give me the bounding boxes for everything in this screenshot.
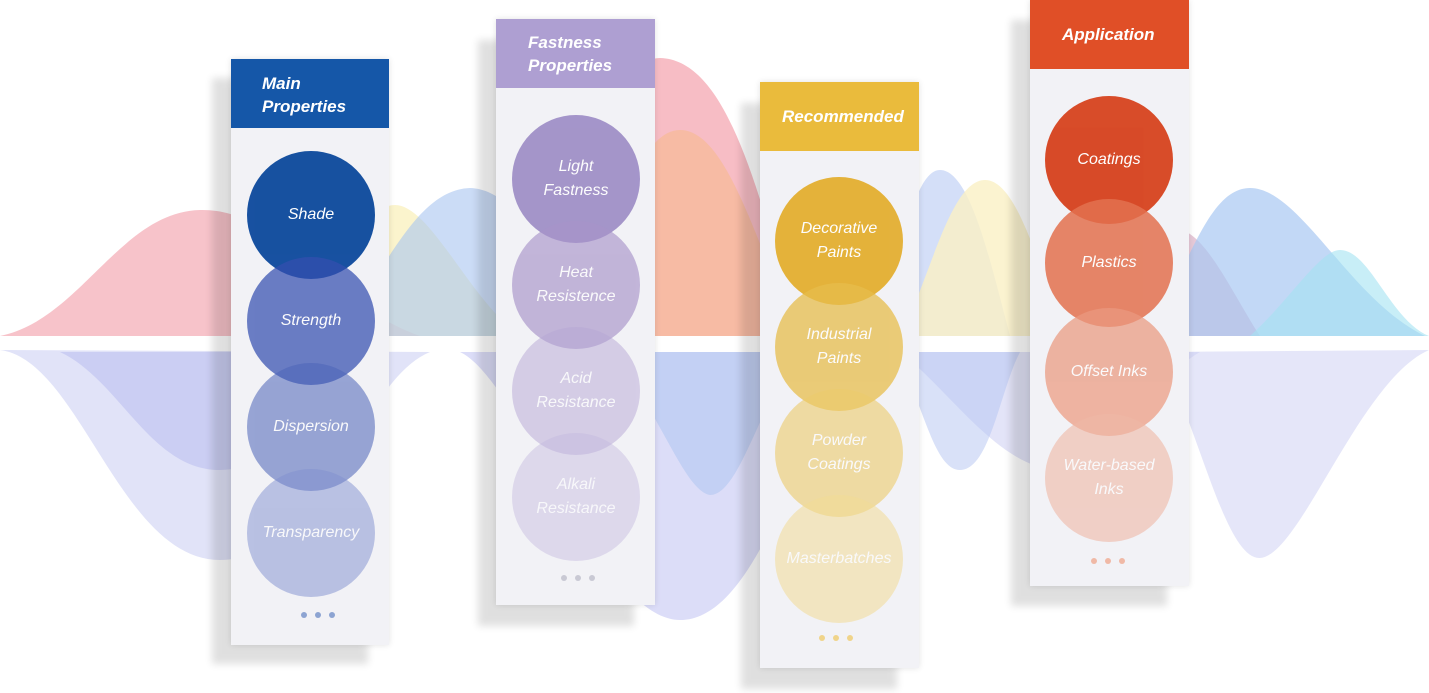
circle-item[interactable]: Masterbatches xyxy=(775,495,903,623)
panel-recommended: Recommended Decorative Paints Industrial… xyxy=(760,82,919,668)
circle-item-label: Fastness xyxy=(543,182,609,199)
circle-item-label: Light xyxy=(558,158,594,175)
circle-item-label: Plastics xyxy=(1081,254,1137,271)
circle-item[interactable]: Transparency xyxy=(247,469,375,597)
circle-item-label: Decorative xyxy=(800,220,878,237)
panel-application: Application Coatings Plastics Offset Ink… xyxy=(1030,0,1189,586)
more-indicator[interactable] xyxy=(819,635,853,641)
circle-item-label: Resistence xyxy=(536,288,616,305)
more-indicator[interactable] xyxy=(561,575,595,581)
circle-item[interactable]: Acid Resistance xyxy=(512,327,640,455)
wave-lower-blue-right xyxy=(890,352,1020,470)
panel-header: Fastness Properties xyxy=(496,19,655,88)
circle-item-label: Heat xyxy=(559,264,593,281)
circle-item-label: Coatings xyxy=(807,456,871,473)
panel-main-properties: Main Properties Shade Strength Dispersio… xyxy=(231,59,389,645)
circle-item-label: Transparency xyxy=(262,524,360,541)
circle-item-label: Inks xyxy=(1094,481,1124,498)
circle-item-label: Resistance xyxy=(536,394,616,411)
circle-item-label: Resistance xyxy=(536,500,616,517)
circle-item-label: Shade xyxy=(287,206,335,223)
circle-item-label: Paints xyxy=(816,350,862,367)
circle-item-label: Water-based xyxy=(1063,457,1155,474)
circle-item-label: Acid xyxy=(560,370,592,387)
circle-item[interactable]: Decorative Paints xyxy=(775,177,903,305)
panel-header: Application xyxy=(1030,0,1189,69)
circle-item-label: Strength xyxy=(280,312,342,329)
more-indicator[interactable] xyxy=(1091,558,1125,564)
circle-item-label: Offset Inks xyxy=(1070,363,1148,380)
circle-item-label: Coatings xyxy=(1077,151,1141,168)
circle-item[interactable]: Plastics xyxy=(1045,199,1173,327)
circle-item[interactable]: Water-based Inks xyxy=(1045,414,1173,542)
panel-title-line: Properties xyxy=(528,56,613,75)
circle-item-label: Industrial xyxy=(806,326,872,343)
wave-lower-right-outer xyxy=(1150,350,1429,559)
circle-item-label: Alkali xyxy=(556,476,596,493)
panel-title-line: Recommended xyxy=(782,107,904,126)
circle-item[interactable]: Offset Inks xyxy=(1045,308,1173,436)
circle-item-label: Masterbatches xyxy=(786,550,892,567)
panel-fastness-properties: Fastness Properties Light Fastness Heat … xyxy=(496,19,655,605)
circle-item-label: Paints xyxy=(816,244,862,261)
more-indicator[interactable] xyxy=(301,612,335,618)
panel-title-line: Main xyxy=(262,74,301,93)
circle-item[interactable]: Alkali Resistance xyxy=(512,433,640,561)
wave-cyan-tail xyxy=(1250,250,1429,336)
panel-title-line: Properties xyxy=(262,97,347,116)
circle-item-label: Dispersion xyxy=(273,418,349,435)
panel-header: Main Properties xyxy=(231,59,389,128)
wave-yellow-right xyxy=(900,180,1070,336)
circle-item-label: Powder xyxy=(811,432,867,449)
panel-title-line: Application xyxy=(1062,25,1155,44)
panel-title-line: Fastness xyxy=(528,33,602,52)
panel-header: Recommended xyxy=(760,82,919,151)
